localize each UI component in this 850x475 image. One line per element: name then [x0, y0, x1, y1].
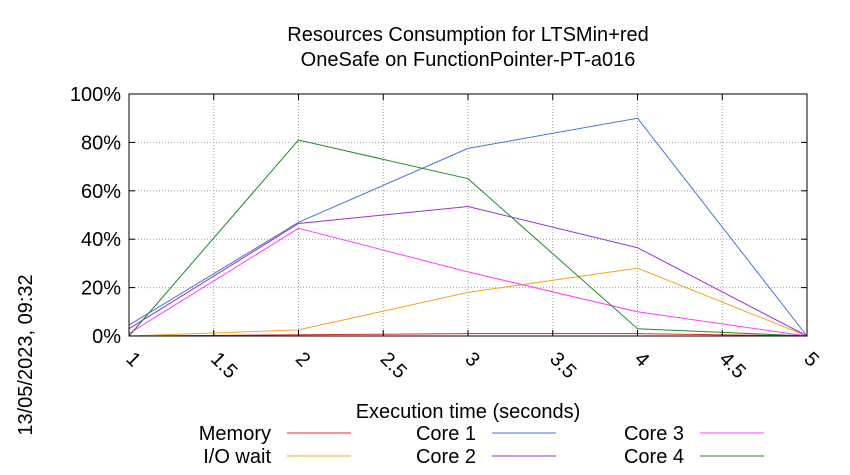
chart-title-line-1: Resources Consumption for LTSMin+red [287, 24, 648, 46]
legend-item: Core 2 [416, 446, 556, 468]
x-tick-label: 4 [630, 348, 653, 371]
x-axis: 1 1.5 2 2.5 3 3.5 4 4.5 5 [121, 94, 823, 383]
x-tick-label: 3 [460, 348, 483, 371]
chart-title-line-2: OneSafe on FunctionPointer-PT-a016 [301, 49, 636, 71]
series-lines [128, 117, 808, 337]
y-axis: 0% 20% 40% 60% 80% 100% [70, 84, 807, 348]
legend-item: Core 4 [624, 446, 764, 468]
legend-label: Memory [199, 423, 271, 445]
y-tick-label: 80% [81, 132, 121, 154]
y-tick-label: 20% [81, 278, 121, 300]
legend-label: Core 1 [416, 423, 476, 445]
legend-item: I/O wait [203, 446, 351, 468]
series-line-core-1 [128, 117, 808, 337]
legend-item: Memory [199, 423, 351, 445]
series-line-core-3 [128, 227, 808, 337]
x-axis-label: Execution time (seconds) [356, 401, 581, 423]
series-line-core-4 [128, 139, 808, 337]
y-tick-label: 60% [81, 181, 121, 203]
chart-title: Resources Consumption for LTSMin+red One… [287, 24, 648, 71]
legend-label: Core 4 [624, 446, 684, 468]
x-tick-label: 2 [291, 348, 314, 371]
x-tick-label: 4.5 [715, 348, 750, 383]
x-tick-label: 1.5 [206, 348, 241, 383]
legend-label: I/O wait [203, 446, 271, 468]
series-line-core-2 [128, 205, 808, 337]
grid [129, 94, 807, 336]
x-tick-label: 2.5 [376, 348, 411, 383]
legend-label: Core 2 [416, 446, 476, 468]
y-tick-label: 40% [81, 229, 121, 251]
x-tick-label: 1 [121, 348, 144, 371]
y-tick-label: 100% [70, 84, 121, 106]
series-line-i-o-wait [128, 267, 808, 337]
legend-label: Core 3 [624, 423, 684, 445]
y-tick-label: 0% [92, 326, 121, 348]
x-tick-label: 3.5 [545, 348, 580, 383]
legend-item: Core 1 [416, 423, 556, 445]
timestamp-label: 13/05/2023, 09:32 [15, 274, 37, 435]
x-tick-label: 5 [799, 348, 822, 371]
legend-item: Core 3 [624, 423, 764, 445]
